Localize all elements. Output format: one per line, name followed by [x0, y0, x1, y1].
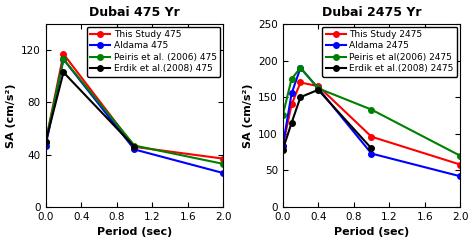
Erdik et al.(2008) 2475 — [369, 147, 374, 150]
Aldama 2475 — [369, 152, 374, 155]
This Study 2475 — [298, 81, 303, 84]
Erdik et al.(2008) 2475 — [289, 121, 294, 124]
Line: Erdik et al.(2008) 2475: Erdik et al.(2008) 2475 — [280, 87, 374, 153]
X-axis label: Period (sec): Period (sec) — [97, 227, 172, 237]
Erdik et al.(2008) 2475 — [280, 148, 285, 151]
Legend: This Study 2475, Aldama 2475, Peiris et al(2006) 2475, Erdik et al.(2008) 2475: This Study 2475, Aldama 2475, Peiris et … — [322, 26, 457, 77]
Line: This Study 475: This Study 475 — [43, 51, 226, 161]
Aldama 475 — [220, 172, 226, 174]
This Study 475 — [43, 140, 48, 143]
Aldama 2475 — [298, 66, 303, 69]
This Study 2475 — [289, 103, 294, 106]
This Study 2475 — [280, 145, 285, 148]
Aldama 475 — [132, 148, 137, 151]
Erdik et al.(2008) 475 — [43, 140, 48, 143]
Line: Aldama 475: Aldama 475 — [43, 56, 226, 176]
Peiris et al(2006) 2475 — [280, 114, 285, 117]
Erdik et al.(2008) 475 — [61, 71, 66, 74]
Line: Erdik et al.(2008) 475: Erdik et al.(2008) 475 — [43, 69, 137, 150]
Aldama 475 — [43, 144, 48, 147]
X-axis label: Period (sec): Period (sec) — [334, 227, 409, 237]
Title: Dubai 2475 Yr: Dubai 2475 Yr — [322, 6, 421, 18]
Title: Dubai 475 Yr: Dubai 475 Yr — [89, 6, 180, 18]
Erdik et al.(2008) 2475 — [298, 96, 303, 99]
Peiris et al(2006) 2475 — [457, 154, 463, 157]
Aldama 2475 — [280, 145, 285, 148]
Aldama 2475 — [289, 92, 294, 95]
Peiris et al. (2006) 475 — [43, 140, 48, 143]
Erdik et al.(2008) 475 — [132, 145, 137, 148]
Peiris et al(2006) 2475 — [369, 108, 374, 111]
Line: This Study 2475: This Study 2475 — [280, 80, 463, 167]
Peiris et al(2006) 2475 — [289, 77, 294, 80]
Aldama 2475 — [457, 175, 463, 178]
Aldama 2475 — [315, 87, 321, 90]
This Study 475 — [132, 145, 137, 148]
Line: Peiris et al(2006) 2475: Peiris et al(2006) 2475 — [280, 65, 463, 158]
This Study 2475 — [457, 163, 463, 166]
Aldama 475 — [61, 58, 66, 61]
Y-axis label: SA (cm/s²): SA (cm/s²) — [243, 83, 253, 148]
Erdik et al.(2008) 2475 — [315, 88, 321, 91]
This Study 475 — [220, 157, 226, 160]
This Study 475 — [61, 52, 66, 55]
Y-axis label: SA (cm/s²): SA (cm/s²) — [6, 83, 16, 148]
This Study 2475 — [315, 85, 321, 88]
This Study 2475 — [369, 135, 374, 138]
Peiris et al(2006) 2475 — [298, 66, 303, 69]
Peiris et al(2006) 2475 — [315, 87, 321, 90]
Peiris et al. (2006) 475 — [132, 144, 137, 147]
Line: Aldama 2475: Aldama 2475 — [280, 65, 463, 179]
Peiris et al. (2006) 475 — [61, 58, 66, 61]
Legend: This Study 475, Aldama 475, Peiris et al. (2006) 475, Erdik et al.(2008) 475: This Study 475, Aldama 475, Peiris et al… — [87, 26, 220, 77]
Peiris et al. (2006) 475 — [220, 162, 226, 165]
Line: Peiris et al. (2006) 475: Peiris et al. (2006) 475 — [43, 56, 226, 167]
